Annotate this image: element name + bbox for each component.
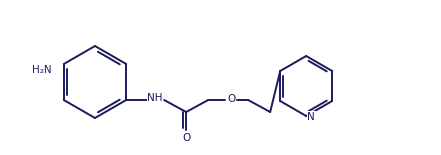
- Text: O: O: [182, 133, 191, 143]
- Text: N: N: [307, 112, 315, 122]
- Text: NH: NH: [147, 93, 163, 103]
- Text: O: O: [227, 94, 235, 104]
- Text: H₂N: H₂N: [32, 65, 52, 75]
